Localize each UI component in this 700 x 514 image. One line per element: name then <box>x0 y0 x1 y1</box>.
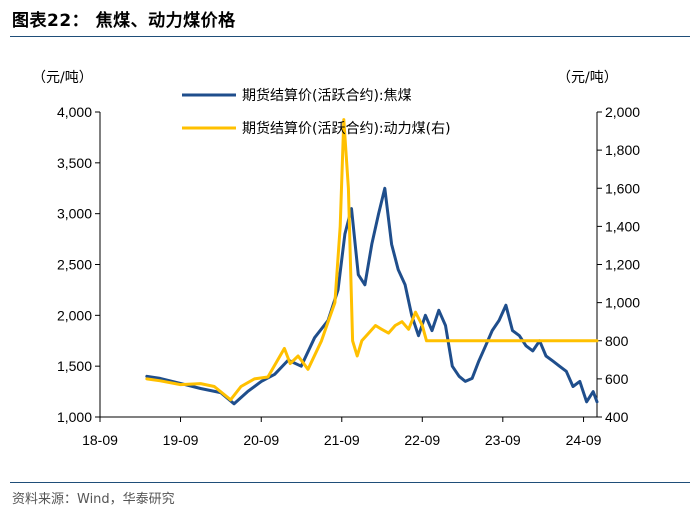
y-right-tick-label: 1,800 <box>605 142 640 158</box>
y-right-unit: （元/吨） <box>557 70 618 86</box>
chart-title: 图表22： 焦煤、动力煤价格 <box>12 11 236 31</box>
chart-ticks: （元/吨） （元/吨） 1,000 1,500 2,000 2,500 3,000 3,500… <box>32 70 640 448</box>
y-right-tick-label: 1,000 <box>605 295 640 311</box>
y-right-tick-label: 1,200 <box>605 257 640 273</box>
y-left-tick-label: 3,500 <box>57 155 92 171</box>
y-left-tick-label: 3,000 <box>57 206 92 222</box>
y-right-tick-label: 600 <box>605 371 629 387</box>
x-tick-label: 24-09 <box>566 432 602 448</box>
title-divider <box>10 36 690 37</box>
legend-label-coking-coal: 期货结算价(活跃合约):焦煤 <box>242 87 412 104</box>
source-note: 资料来源：Wind，华泰研究 <box>12 492 175 507</box>
series-line-coking-coal <box>145 186 599 406</box>
y-left-tick-label: 4,000 <box>57 104 92 120</box>
source-divider <box>10 482 690 483</box>
y-right-tick-label: 1,400 <box>605 218 640 234</box>
y-right-tick-label: 2,000 <box>605 104 640 120</box>
chart-axes <box>95 111 602 422</box>
y-left-tick-label: 2,500 <box>57 257 92 273</box>
y-right-tick-label: 1,600 <box>605 180 640 196</box>
y-left-tick-label: 1,000 <box>57 409 92 425</box>
y-left-unit: （元/吨） <box>32 70 93 86</box>
y-right-tick-label: 400 <box>605 409 629 425</box>
x-tick-label: 23-09 <box>485 432 521 448</box>
x-tick-label: 20-09 <box>243 432 279 448</box>
x-tick-label: 22-09 <box>404 432 440 448</box>
y-left-tick-label: 2,000 <box>57 307 92 323</box>
series-line-thermal-coal <box>145 118 599 402</box>
y-left-tick-label: 1,500 <box>57 358 92 374</box>
y-right-tick-label: 800 <box>605 333 629 349</box>
x-tick-label: 18-09 <box>82 432 118 448</box>
legend-label-thermal-coal: 期货结算价(活跃合约):动力煤(右) <box>242 120 451 137</box>
x-tick-label: 21-09 <box>324 432 360 448</box>
x-tick-label: 19-09 <box>163 432 199 448</box>
chart-lines <box>145 118 599 406</box>
